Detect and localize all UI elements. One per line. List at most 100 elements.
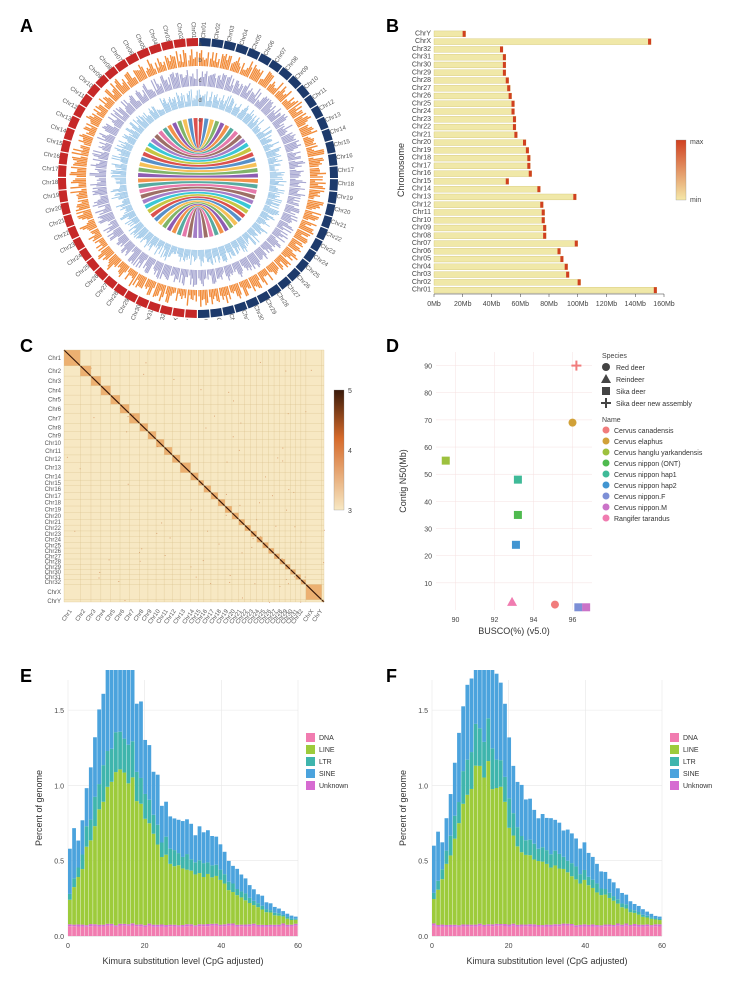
svg-text:Chr14: Chr14 (49, 124, 67, 135)
svg-text:Chr7: Chr7 (48, 416, 62, 422)
svg-text:120Mb: 120Mb (596, 301, 618, 308)
svg-text:Chr07: Chr07 (274, 47, 289, 64)
svg-text:Chr10: Chr10 (303, 75, 320, 90)
svg-text:Chr15: Chr15 (412, 178, 431, 185)
svg-text:Chr05: Chr05 (412, 256, 431, 263)
svg-text:Chr17: Chr17 (45, 494, 62, 500)
svg-text:Chr28: Chr28 (275, 291, 290, 308)
svg-text:Contig N50(Mb): Contig N50(Mb) (398, 449, 408, 513)
svg-text:Chr3: Chr3 (48, 379, 62, 385)
svg-text:Species: Species (602, 353, 627, 360)
svg-text:Chr31: Chr31 (240, 310, 251, 320)
svg-text:SINE: SINE (319, 771, 336, 778)
svg-text:50: 50 (424, 472, 432, 479)
svg-text:Reindeer: Reindeer (616, 377, 645, 384)
svg-text:Cervus nippon.M: Cervus nippon.M (614, 505, 667, 512)
svg-text:Chr23: Chr23 (319, 243, 337, 257)
svg-text:Cervus nippon.F: Cervus nippon.F (614, 494, 665, 501)
svg-text:92: 92 (491, 617, 499, 624)
svg-text:Chr21: Chr21 (412, 131, 431, 138)
svg-text:Sika deer new assembly: Sika deer new assembly (616, 401, 692, 408)
svg-text:10: 10 (424, 581, 432, 588)
svg-text:LINE: LINE (683, 747, 699, 754)
svg-text:Chr20: Chr20 (412, 139, 431, 146)
svg-text:Chr16: Chr16 (412, 170, 431, 177)
svg-text:ChrX: ChrX (415, 38, 431, 45)
svg-text:Chr01: Chr01 (201, 21, 208, 38)
svg-text:ChrX: ChrX (172, 317, 180, 320)
svg-text:Chr08: Chr08 (412, 232, 431, 239)
svg-text:Chr32: Chr32 (412, 46, 431, 53)
svg-text:Chr4: Chr4 (48, 388, 62, 394)
svg-text:Cervus canadensis: Cervus canadensis (614, 428, 674, 435)
svg-text:0: 0 (430, 943, 434, 950)
svg-text:Chr15: Chr15 (46, 138, 64, 148)
svg-text:Chr10: Chr10 (412, 217, 431, 224)
svg-text:Chr18: Chr18 (45, 501, 62, 507)
svg-text:Chr06: Chr06 (121, 39, 134, 57)
svg-text:40: 40 (424, 499, 432, 506)
svg-text:Name: Name (602, 417, 621, 424)
svg-text:Chr06: Chr06 (263, 39, 277, 57)
svg-text:Chr24: Chr24 (412, 108, 431, 115)
svg-text:Chr31: Chr31 (412, 54, 431, 61)
svg-text:Chr21: Chr21 (48, 218, 66, 229)
svg-text:60: 60 (294, 943, 302, 950)
svg-text:Chr11: Chr11 (412, 209, 431, 216)
svg-text:Chr01: Chr01 (412, 287, 431, 294)
svg-text:Chr16: Chr16 (43, 152, 61, 160)
svg-text:Chr32: Chr32 (45, 580, 62, 586)
svg-text:Chr18: Chr18 (412, 155, 431, 162)
svg-text:70: 70 (424, 418, 432, 425)
svg-text:Chr25: Chr25 (304, 265, 321, 281)
svg-text:ChrX: ChrX (47, 590, 61, 596)
svg-text:Unknown: Unknown (683, 783, 712, 790)
svg-text:Chr02: Chr02 (214, 22, 222, 40)
svg-text:Chr10: Chr10 (45, 441, 62, 447)
svg-text:40Mb: 40Mb (483, 301, 501, 308)
svg-text:Kimura substitution level (CpG: Kimura substitution level (CpG adjusted) (102, 956, 263, 966)
svg-text:LINE: LINE (319, 747, 335, 754)
svg-text:DNA: DNA (319, 735, 334, 742)
svg-text:Chr22: Chr22 (53, 230, 71, 242)
svg-text:Chr19: Chr19 (45, 507, 62, 513)
svg-text:Chr04: Chr04 (147, 28, 158, 46)
svg-text:Chr19: Chr19 (412, 147, 431, 154)
chromosome-bar-chart: ChrYChrXChr32Chr31Chr30Chr29Chr28Chr27Ch… (392, 20, 712, 320)
svg-text:20: 20 (141, 943, 149, 950)
svg-text:96: 96 (569, 617, 577, 624)
svg-text:Chr09: Chr09 (294, 65, 310, 81)
svg-text:Chr05: Chr05 (251, 33, 263, 51)
svg-text:Chr14: Chr14 (45, 474, 62, 480)
svg-text:Chr17: Chr17 (338, 167, 355, 174)
svg-text:Chr29: Chr29 (264, 299, 277, 317)
svg-text:Cervus hanglu yarkandensis: Cervus hanglu yarkandensis (614, 450, 703, 457)
svg-text:Chr13: Chr13 (55, 111, 73, 123)
svg-text:4: 4 (348, 448, 352, 455)
svg-text:30: 30 (424, 527, 432, 534)
svg-text:160Mb: 160Mb (653, 301, 675, 308)
svg-text:Chr22: Chr22 (325, 231, 343, 243)
svg-text:Percent of genome: Percent of genome (398, 770, 408, 846)
svg-text:Chr21: Chr21 (330, 219, 348, 230)
svg-text:Chr23: Chr23 (59, 242, 77, 255)
svg-text:Chr6: Chr6 (48, 407, 62, 413)
svg-text:ChrY: ChrY (202, 319, 209, 320)
svg-text:0.0: 0.0 (54, 934, 64, 941)
svg-text:Chr25: Chr25 (412, 100, 431, 107)
svg-text:Chr04: Chr04 (412, 263, 431, 270)
svg-text:60: 60 (658, 943, 666, 950)
svg-text:Chr04: Chr04 (239, 28, 250, 46)
svg-text:Chr13: Chr13 (412, 193, 431, 200)
svg-text:Kimura substitution level (CpG: Kimura substitution level (CpG adjusted) (466, 956, 627, 966)
svg-text:Chr28: Chr28 (412, 77, 431, 84)
svg-text:1.5: 1.5 (54, 708, 64, 715)
hic-heatmap: Chr1Chr1Chr2Chr2Chr3Chr3Chr4Chr4Chr5Chr5… (28, 340, 368, 640)
svg-text:94: 94 (530, 617, 538, 624)
svg-text:100Mb: 100Mb (567, 301, 589, 308)
svg-text:Red deer: Red deer (616, 365, 645, 372)
svg-text:Chr1: Chr1 (48, 356, 62, 362)
svg-text:Sika deer: Sika deer (616, 389, 646, 396)
svg-text:Chr23: Chr23 (412, 116, 431, 123)
svg-text:60: 60 (424, 445, 432, 452)
